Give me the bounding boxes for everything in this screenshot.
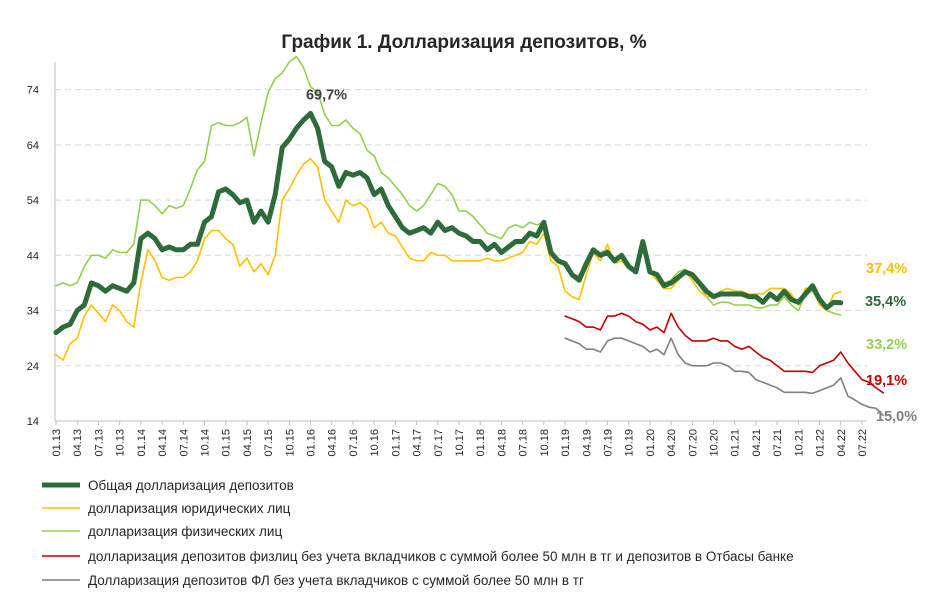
x-tick-label: 04.16 (327, 429, 339, 457)
x-tick-label: 10.14 (199, 429, 211, 457)
x-tick-label: 07.17 (433, 429, 445, 457)
end-label-1: 37,4% (866, 261, 907, 277)
x-tick-label: 10.19 (624, 429, 636, 457)
peak-annotation: 69,7% (306, 87, 347, 103)
x-tick-label: 07.14 (178, 429, 190, 457)
y-tick-label: 74 (27, 85, 39, 97)
y-tick-label: 44 (27, 250, 39, 262)
series-line-1 (55, 157, 842, 362)
x-tick-label: 01.18 (475, 429, 487, 457)
series-lines (53, 55, 885, 417)
x-tick-label: 01.20 (645, 429, 657, 457)
x-tick-label: 07.21 (772, 429, 784, 457)
x-tick-label: 07.13 (93, 429, 105, 457)
legend-label: Общая долларизация депозитов (88, 478, 294, 493)
y-axis-ticks: 14 24 34 44 54 64 74 (27, 85, 39, 428)
x-tick-label: 10.21 (793, 429, 805, 457)
series-line-3 (564, 312, 885, 394)
series-line-4 (564, 337, 885, 417)
y-tick-label: 34 (27, 306, 39, 318)
x-tick-label: 07.18 (518, 429, 530, 457)
legend: Общая долларизация депозитов долларизация… (42, 478, 794, 588)
series-line-0 (53, 110, 844, 336)
x-tick-label: 07.19 (602, 429, 614, 457)
x-tick-label: 10.18 (539, 429, 551, 457)
gridlines (55, 89, 867, 367)
x-tick-label: 01.19 (560, 429, 572, 457)
x-tick-label: 01.16 (306, 429, 318, 457)
x-tick-label: 01.13 (51, 429, 63, 457)
legend-label: долларизация юридических лиц (88, 501, 291, 516)
x-tick-label: 01.15 (221, 429, 233, 457)
end-labels: 35,4% 37,4% 33,2% 19,1% 15,0% (865, 261, 917, 425)
x-tick-label: 04.14 (157, 429, 169, 457)
x-tick-label: 01.22 (815, 429, 827, 457)
x-tick-label: 07.16 (348, 429, 360, 457)
end-label-3: 19,1% (866, 373, 907, 389)
x-tick-label: 04.18 (496, 429, 508, 457)
legend-item-1: долларизация юридических лиц (42, 501, 291, 516)
y-tick-label: 24 (27, 361, 39, 373)
x-tick-label: 04.19 (581, 429, 593, 457)
x-tick-label: 10.13 (115, 429, 127, 457)
legend-item-2: долларизация физических лиц (42, 524, 282, 539)
x-tick-label: 10.17 (454, 429, 466, 457)
x-tick-label: 10.20 (709, 429, 721, 457)
x-tick-label: 10.15 (284, 429, 296, 457)
x-tick-label: 01.17 (390, 429, 402, 457)
legend-item-0: Общая долларизация депозитов (42, 478, 294, 493)
axes (54, 62, 867, 422)
x-tick-label: 07.20 (687, 429, 699, 457)
series-line-2 (55, 55, 842, 316)
legend-label: долларизация физических лиц (88, 524, 282, 539)
x-tick-label: 01.14 (136, 429, 148, 457)
x-tick-label: 04.20 (666, 429, 678, 457)
end-label-2: 33,2% (866, 337, 907, 353)
x-tick-label: 10.16 (369, 429, 381, 457)
x-tick-label: 04.17 (412, 429, 424, 457)
y-tick-label: 64 (27, 140, 39, 152)
y-tick-label: 54 (27, 195, 39, 207)
legend-label: долларизация депозитов физлиц без учета … (88, 549, 794, 564)
chart-title: График 1. Долларизация депозитов, % (281, 32, 646, 53)
x-tick-label: 04.21 (751, 429, 763, 457)
y-tick-label: 14 (27, 416, 39, 428)
x-tick-label: 04.22 (836, 429, 848, 457)
x-axis-ticks: 01.13 04.13 07.13 10.13 01.14 04.14 07.14 10.14… (51, 421, 869, 457)
x-tick-label: 07.15 (263, 429, 275, 457)
legend-item-4: Долларизация депозитов ФЛ без учета вкла… (42, 573, 584, 588)
x-tick-label: 01.21 (730, 429, 742, 457)
x-tick-label: 04.13 (72, 429, 84, 457)
end-label-4: 15,0% (876, 409, 917, 425)
end-label-0: 35,4% (865, 294, 906, 310)
x-tick-label: 04.15 (242, 429, 254, 457)
x-tick-label: 07.22 (857, 429, 869, 457)
legend-item-3: долларизация депозитов физлиц без учета … (42, 549, 794, 564)
legend-label: Долларизация депозитов ФЛ без учета вкла… (88, 573, 584, 588)
